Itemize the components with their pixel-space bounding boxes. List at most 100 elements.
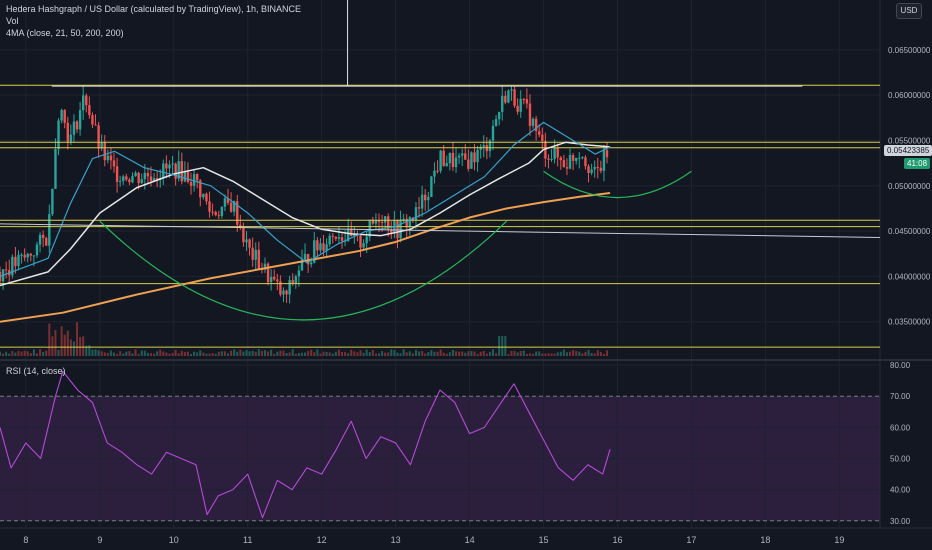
volume-bar [45,350,48,356]
volume-bar [304,352,307,356]
candle-body [556,147,559,158]
candle-body [571,155,575,161]
volume-bar [535,351,538,356]
candle-body [146,173,150,177]
candle-body [220,206,224,217]
volume-bar [267,351,270,356]
candle-body [528,103,532,126]
volume-bar [29,353,32,356]
candle-body [91,115,94,125]
volume-bar [193,351,196,356]
candle-body [559,157,562,161]
volume-bar [528,353,531,356]
currency-button[interactable]: USD [896,3,922,19]
volume-bar [455,351,458,356]
volume-bar [538,351,541,356]
candle-body [454,157,458,168]
candle-body [35,244,39,256]
volume-bar [414,349,417,356]
volume-bar [353,351,356,356]
volume-bar [439,349,442,356]
candle-body [334,236,338,239]
candle-body [45,238,48,246]
volume-bar [14,352,17,356]
volume-bar [39,349,42,356]
volume-bar [143,350,146,356]
volume-bar [54,330,57,356]
volume-bar [196,352,199,356]
candle-body [593,166,596,170]
candle-body [436,170,439,172]
candle-body [331,235,334,237]
volume-bar [263,350,266,356]
candle-body [195,174,199,181]
candle-body [319,243,322,251]
candle-body [439,150,442,171]
candle-body [584,157,587,167]
candle-body [399,219,402,239]
candle-body [371,219,375,224]
volume-bar [245,350,248,356]
candle-body [433,170,436,177]
candle-body [408,217,412,228]
candle-body [525,99,529,104]
volume-bar [149,353,152,356]
volume-bar [473,351,476,356]
candle-body [516,105,519,112]
volume-bar [42,351,45,356]
volume-bar [288,352,291,356]
volume-bar [316,349,319,356]
countdown-tag: 41:08 [904,158,931,169]
candle-body [414,207,418,221]
candle-body [306,253,310,265]
candle-body [143,173,147,180]
candle-body [41,234,45,239]
volume-bar [146,352,149,356]
volume-bar [344,352,347,356]
volume-bar [513,350,516,356]
volume-bar [186,351,189,356]
candle-body [180,161,183,182]
candle-body [359,235,362,248]
volume-bar [97,350,100,356]
volume-bar [254,351,257,356]
volume-bar [100,351,103,356]
candle-body [72,121,76,135]
candle-body [125,176,128,180]
volume-bar [257,349,260,356]
candle-body [254,249,257,260]
candle-body [507,90,510,103]
volume-bar [307,351,310,356]
volume-bar [553,353,556,356]
x-tick-label: 12 [317,535,327,545]
volume-bar [491,349,494,356]
volume-bar [82,336,85,356]
volume-bar [433,351,436,356]
candle-body [300,259,304,271]
candle-body [374,220,378,224]
volume-bar [208,353,211,356]
volume-bar [214,353,217,356]
volume-bar [319,353,322,356]
volume-bar [421,350,424,356]
candle-body [192,174,196,186]
volume-bar [519,351,522,356]
candle-body [562,160,566,168]
volume-bar [72,341,75,356]
volume-bar [476,353,479,356]
candle-body [578,157,581,159]
price-axis-label: 0.05000000 [888,182,931,191]
candle-body [602,150,606,171]
volume-bar [544,353,547,356]
candle-body [568,155,572,169]
volume-bar [239,349,242,356]
candle-body [149,176,153,181]
candle-body [263,263,267,270]
rsi-axis-label: 30.00 [890,517,911,526]
candle-body [122,176,125,182]
volume-bar [341,351,344,356]
volume-bar [63,334,66,356]
volume-bar [103,352,106,356]
x-tick-label: 10 [169,535,179,545]
